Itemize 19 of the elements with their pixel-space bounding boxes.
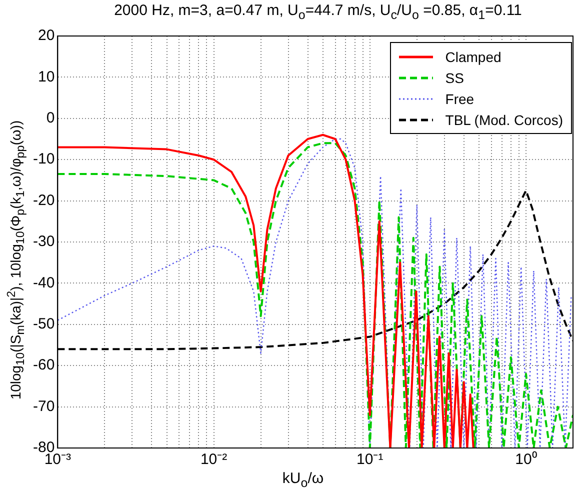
y-tick-label: -30 [32, 233, 55, 250]
y-tick-label: 10 [38, 68, 55, 86]
y-tick-label: -10 [32, 150, 55, 168]
y-tick-label: 20 [38, 27, 55, 44]
x-tick-label: 10⁻¹ [356, 451, 384, 468]
y-tick-label: -20 [32, 192, 55, 209]
x-axis-title: kU$_{o}$/ω [281, 470, 325, 490]
y-tick-label: -40 [32, 274, 55, 292]
x-tick-label: 10⁻² [200, 451, 228, 468]
y-tick-label: 0 [46, 110, 55, 127]
y-tick-label: -50 [32, 316, 55, 333]
legend-label: TBL (Mod. Corcos) [445, 112, 563, 128]
legend-label: SS [445, 70, 464, 86]
x-tick-label: 10⁰ [515, 451, 537, 468]
y-tick-label: -60 [32, 356, 55, 374]
y-tick-label: -70 [32, 398, 55, 415]
legend-label: Clamped [445, 48, 502, 64]
legend-label: Free [445, 90, 474, 106]
chart-title: 2000 Hz, m=3, a=0.47 m, U$_{o}$=44.7 m/s, U$_{c}$/U$_{o}$ =0.85, α$_{1}$=0.11 [114, 2, 522, 22]
